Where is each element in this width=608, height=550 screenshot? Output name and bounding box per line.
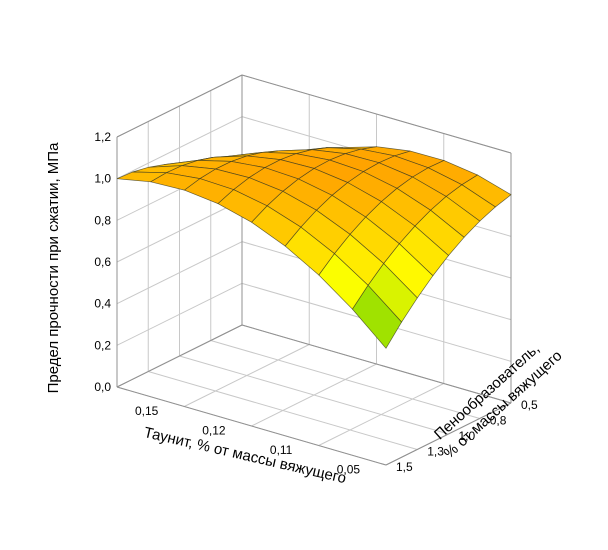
x-tick-label: 0,05	[337, 462, 361, 476]
box-edge	[385, 402, 512, 466]
box-edge	[241, 324, 512, 404]
box-edge	[116, 386, 387, 466]
box-edge	[116, 74, 243, 138]
tick-labels: 0,0 0,2 0,4 0,6 0,8 1,0 1,2 0,15 0,12 0,11 0,05 0,5…	[94, 130, 538, 476]
z-tick-label: 1,0	[94, 172, 111, 186]
x-axis-title: Таунит, % от массы вяжущего	[142, 424, 348, 487]
z-tick-label: 0,2	[94, 338, 111, 352]
floor-grid-line	[210, 340, 480, 419]
floor-grid-line	[318, 383, 444, 446]
y-tick-label: 1,3	[427, 445, 444, 459]
y-tick-label: 1,5	[396, 460, 413, 474]
z-tick-label: 0,4	[94, 297, 111, 311]
x-tick-label: 0,15	[135, 404, 159, 418]
y-tick-label: 0,5	[521, 398, 538, 412]
y-tick-label: 0,8	[490, 414, 507, 428]
surface-cell	[116, 171, 168, 183]
z-tick-label: 0,0	[94, 380, 111, 394]
z-tick-label: 0,6	[94, 255, 111, 269]
z-tick-label: 0,8	[94, 213, 111, 227]
z-tick-label: 1,2	[94, 130, 111, 144]
floor-grid-line	[179, 355, 449, 435]
surface-mesh	[116, 146, 512, 349]
x-tick-label: 0,12	[202, 423, 226, 437]
z-axis-title: Предел прочности при сжатии, МПа	[45, 142, 62, 393]
x-tick-label: 0,11	[270, 443, 293, 457]
y-tick-label: 1,0	[459, 429, 476, 443]
box-edge	[116, 324, 243, 388]
box-edge	[241, 74, 512, 154]
